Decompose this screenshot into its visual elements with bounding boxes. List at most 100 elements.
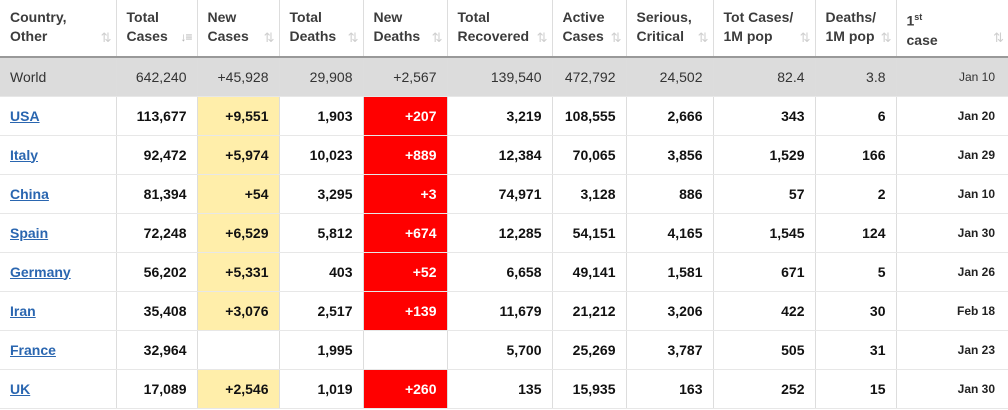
- cell-new-cases: +54: [197, 174, 280, 214]
- cell-first-case: Jan 23: [896, 330, 1008, 370]
- cell-total-deaths: 1,995: [279, 330, 364, 370]
- cell-total-cases: 35,408: [116, 291, 198, 331]
- table-row-spain: Spain 72,248 +6,529 5,812 +674 12,285 54…: [0, 213, 1008, 253]
- cell-deaths-per-1m: 5: [815, 252, 897, 292]
- col-header-total-cases[interactable]: Total Cases ↓≡: [116, 0, 198, 58]
- col-header-label: New: [207, 9, 237, 25]
- col-header-label: Total: [126, 9, 159, 25]
- cell-new-cases: +5,974: [197, 135, 280, 175]
- col-header-label: Cases: [126, 28, 168, 44]
- col-header-total-recovered[interactable]: Total Recovered ⇅: [447, 0, 553, 58]
- cell-total-deaths: 1,019: [279, 369, 364, 409]
- country-link[interactable]: UK: [10, 380, 31, 397]
- col-header-label: Cases: [207, 28, 249, 44]
- cell-new-deaths: +139: [363, 291, 448, 331]
- col-header-new-cases[interactable]: New Cases ⇅: [197, 0, 280, 58]
- cell-active-cases: 25,269: [552, 330, 627, 370]
- cell-serious-critical: 3,206: [626, 291, 714, 331]
- cell-new-deaths: +207: [363, 96, 448, 136]
- cell-deaths-per-1m: 15: [815, 369, 897, 409]
- col-header-country[interactable]: Country, Other ⇅: [0, 0, 117, 58]
- cell-total-deaths: 29,908: [279, 57, 364, 97]
- country-link[interactable]: Italy: [10, 146, 39, 163]
- sort-icon[interactable]: ⇅: [100, 30, 112, 45]
- cell-first-case: Jan 26: [896, 252, 1008, 292]
- cell-serious-critical: 1,581: [626, 252, 714, 292]
- cell-first-case: Jan 29: [896, 135, 1008, 175]
- cell-country: Italy: [0, 135, 117, 175]
- cell-new-cases: +3,076: [197, 291, 280, 331]
- cell-deaths-per-1m: 2: [815, 174, 897, 214]
- sort-icon[interactable]: ⇅: [431, 30, 443, 45]
- col-header-label: Deaths: [289, 28, 337, 44]
- cell-country: Spain: [0, 213, 117, 253]
- col-header-first-case[interactable]: 1st case ⇅: [896, 0, 1008, 58]
- sort-icon[interactable]: ⇅: [536, 30, 548, 45]
- table-row-uk: UK 17,089 +2,546 1,019 +260 135 15,935 1…: [0, 369, 1008, 409]
- cell-total-deaths: 10,023: [279, 135, 364, 175]
- cell-cases-per-1m: 57: [713, 174, 816, 214]
- col-header-active-cases[interactable]: Active Cases ⇅: [552, 0, 627, 58]
- cell-new-cases: +6,529: [197, 213, 280, 253]
- cell-total-deaths: 2,517: [279, 291, 364, 331]
- cell-total-cases: 113,677: [116, 96, 198, 136]
- country-link[interactable]: France: [10, 341, 56, 358]
- cell-deaths-per-1m: 6: [815, 96, 897, 136]
- col-header-deaths-per-1m[interactable]: Deaths/ 1M pop ⇅: [815, 0, 897, 58]
- cell-deaths-per-1m: 166: [815, 135, 897, 175]
- cell-total-deaths: 1,903: [279, 96, 364, 136]
- table-row-iran: Iran 35,408 +3,076 2,517 +139 11,679 21,…: [0, 291, 1008, 331]
- cell-active-cases: 15,935: [552, 369, 627, 409]
- cell-active-cases: 3,128: [552, 174, 627, 214]
- cell-total-cases: 72,248: [116, 213, 198, 253]
- col-header-label: New: [373, 9, 403, 25]
- cell-total-deaths: 5,812: [279, 213, 364, 253]
- cell-country: Germany: [0, 252, 117, 292]
- cell-new-deaths: +52: [363, 252, 448, 292]
- table-row-france: France 32,964 1,995 5,700 25,269 3,787 5…: [0, 330, 1008, 370]
- sort-icon[interactable]: ⇅: [697, 30, 709, 45]
- col-header-label: Active: [562, 9, 605, 25]
- col-header-label: Cases: [562, 28, 604, 44]
- cell-total-recovered: 74,971: [447, 174, 553, 214]
- sort-icon[interactable]: ⇅: [993, 30, 1004, 45]
- table-row-usa: USA 113,677 +9,551 1,903 +207 3,219 108,…: [0, 96, 1008, 136]
- cell-first-case: Jan 10: [896, 174, 1008, 214]
- country-link[interactable]: China: [10, 185, 49, 202]
- cell-deaths-per-1m: 31: [815, 330, 897, 370]
- cell-country: France: [0, 330, 117, 370]
- col-header-label: Recovered: [457, 28, 530, 44]
- cell-active-cases: 70,065: [552, 135, 627, 175]
- col-header-total-deaths[interactable]: Total Deaths ⇅: [279, 0, 364, 58]
- col-header-serious-critical[interactable]: Serious, Critical ⇅: [626, 0, 714, 58]
- table-row-world: World 642,240 +45,928 29,908 +2,567 139,…: [0, 57, 1008, 97]
- cell-total-recovered: 6,658: [447, 252, 553, 292]
- cell-new-cases: +2,546: [197, 369, 280, 409]
- sort-icon[interactable]: ⇅: [799, 30, 811, 45]
- cell-total-recovered: 12,384: [447, 135, 553, 175]
- sort-icon[interactable]: ⇅: [610, 30, 622, 45]
- cell-serious-critical: 886: [626, 174, 714, 214]
- sort-desc-icon[interactable]: ↓≡: [180, 30, 192, 44]
- cell-new-cases: +5,331: [197, 252, 280, 292]
- table-row-china: China 81,394 +54 3,295 +3 74,971 3,128 8…: [0, 174, 1008, 214]
- country-link[interactable]: Spain: [10, 224, 49, 241]
- cell-new-cases: [197, 330, 280, 370]
- col-header-new-deaths[interactable]: New Deaths ⇅: [363, 0, 448, 58]
- col-header-cases-per-1m[interactable]: Tot Cases/ 1M pop ⇅: [713, 0, 816, 58]
- cell-serious-critical: 4,165: [626, 213, 714, 253]
- country-link[interactable]: Germany: [10, 263, 71, 280]
- cell-total-cases: 56,202: [116, 252, 198, 292]
- country-link[interactable]: Iran: [10, 302, 36, 319]
- cell-total-recovered: 5,700: [447, 330, 553, 370]
- cell-country: World: [0, 57, 117, 97]
- sort-icon[interactable]: ⇅: [347, 30, 359, 45]
- sort-icon[interactable]: ⇅: [880, 30, 892, 45]
- country-link[interactable]: USA: [10, 107, 40, 124]
- cell-country: USA: [0, 96, 117, 136]
- cell-total-recovered: 11,679: [447, 291, 553, 331]
- cell-deaths-per-1m: 3.8: [815, 57, 897, 97]
- sort-icon[interactable]: ⇅: [263, 30, 275, 45]
- cell-cases-per-1m: 1,529: [713, 135, 816, 175]
